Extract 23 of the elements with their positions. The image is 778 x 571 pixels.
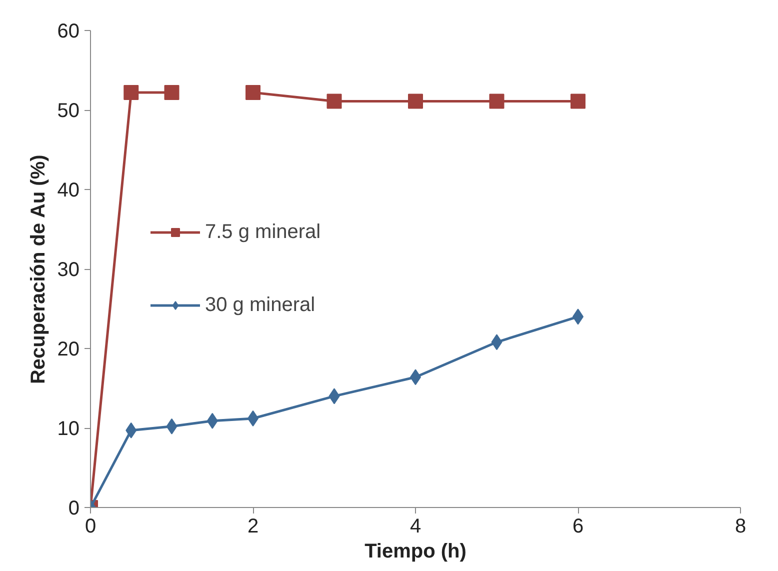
x-axis-title: Tiempo (h) — [364, 540, 466, 562]
point — [570, 94, 586, 109]
y-tick-label: 50 — [57, 100, 80, 122]
point — [326, 94, 342, 109]
x-tick-label: 2 — [247, 516, 259, 538]
x-tick-label: 4 — [410, 516, 422, 538]
point — [489, 94, 504, 109]
y-tick-label: 40 — [57, 180, 80, 202]
y-tick-label: 30 — [57, 259, 80, 281]
y-tick-label: 0 — [68, 498, 80, 520]
point — [124, 85, 139, 100]
legend-label: 7.5 g mineral — [205, 220, 321, 244]
x-tick-label: 6 — [572, 516, 584, 538]
y-tick-label: 10 — [57, 418, 80, 440]
y-axis-title: Recuperación de Au (%) — [27, 154, 50, 384]
y-tick-label: 20 — [57, 338, 80, 360]
legend-label: 30 g mineral — [205, 294, 316, 316]
x-tick-label: 8 — [734, 516, 746, 538]
point — [164, 85, 180, 100]
point — [246, 85, 260, 100]
point — [408, 94, 423, 109]
y-tick-label: 60 — [57, 20, 80, 42]
x-tick-label: 0 — [84, 516, 96, 538]
